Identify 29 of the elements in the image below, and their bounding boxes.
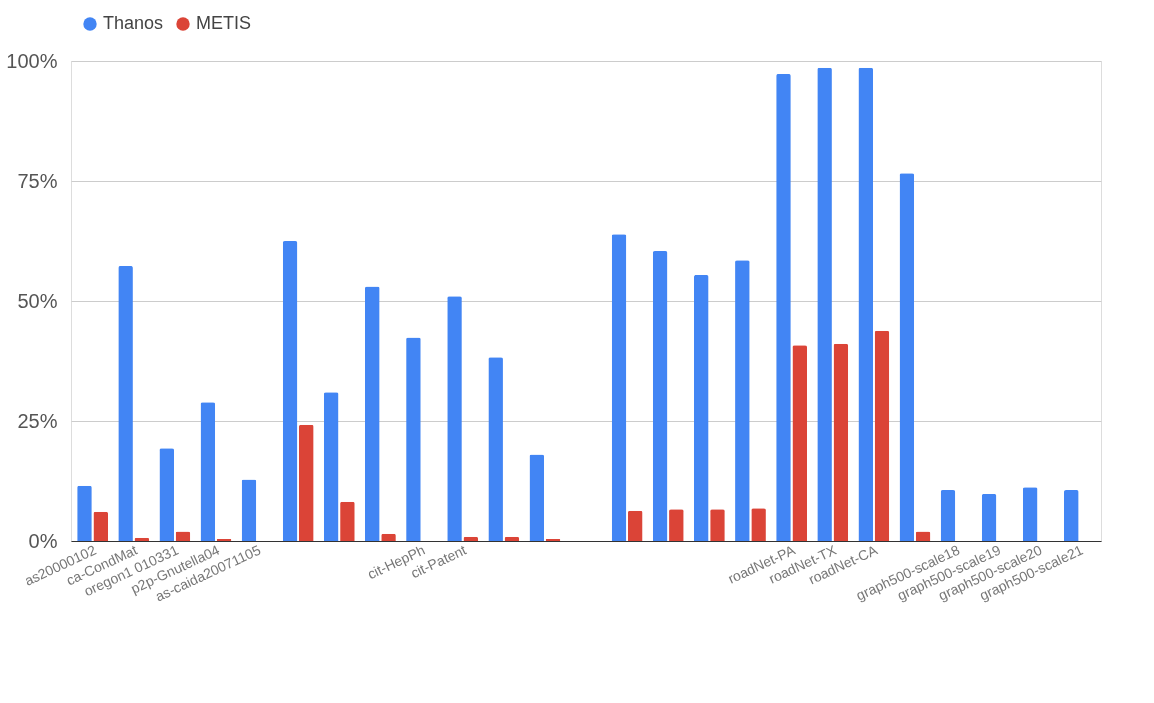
bar	[627, 510, 643, 541]
bar	[298, 424, 314, 541]
y-tick-label: 25%	[17, 409, 58, 432]
y-tick-label: 0%	[28, 529, 58, 552]
bar	[833, 343, 849, 541]
bar	[858, 67, 874, 541]
bar	[364, 286, 380, 541]
legend-label: Thanos	[103, 13, 164, 33]
bar	[159, 448, 175, 541]
y-tick-label: 100%	[6, 49, 58, 72]
bar	[652, 251, 668, 541]
y-tick-label: 75%	[17, 169, 58, 192]
bar	[792, 345, 808, 541]
bar	[899, 173, 915, 541]
bar	[611, 234, 627, 541]
bar	[693, 275, 709, 541]
bar	[200, 402, 216, 541]
bar	[940, 490, 956, 541]
bar	[241, 479, 257, 541]
bar	[874, 330, 890, 541]
bar	[93, 511, 109, 541]
bar	[1022, 487, 1038, 541]
bar	[323, 392, 339, 541]
bar	[1063, 490, 1079, 541]
bar	[981, 493, 997, 541]
legend-label: METIS	[196, 13, 252, 33]
y-tick-label: 50%	[17, 289, 58, 312]
bar	[282, 241, 298, 541]
bar	[529, 454, 545, 541]
